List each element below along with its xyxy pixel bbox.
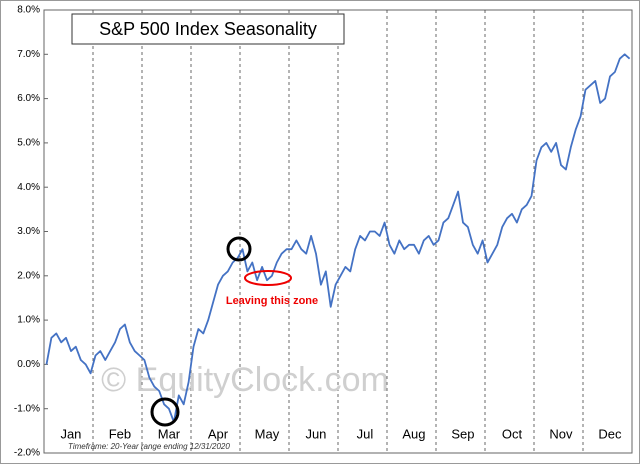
plot: -2.0% -1.0% 0.0% 1.0% 2.0% 3.0% 4.0% 5.0% 6.0% 7.…: [14, 5, 631, 459]
zone-ellipse: [244, 270, 292, 286]
x-tick-label: Jul: [357, 426, 374, 441]
y-tick-label: 7.0%: [17, 49, 40, 60]
y-tick-label: 2.0%: [17, 270, 40, 281]
x-tick-label: Mar: [158, 426, 181, 441]
x-tick-label: Sep: [451, 426, 474, 441]
x-tick-label: Jun: [305, 426, 326, 441]
y-tick-label: 8.0%: [17, 5, 40, 16]
x-tick-label: Apr: [208, 426, 229, 441]
y-tick-label: 5.0%: [17, 138, 40, 149]
y-tick-label: 4.0%: [17, 182, 40, 193]
month-grid: [92, 10, 584, 453]
x-tick-label: Jan: [60, 426, 81, 441]
x-tick-label: Aug: [402, 426, 425, 441]
x-tick-label: Dec: [598, 426, 622, 441]
zone-annotation: Leaving this zone: [226, 295, 318, 307]
y-tick-label: 0.0%: [17, 359, 40, 370]
y-tick-label: 3.0%: [17, 226, 40, 237]
x-tick-label: May: [255, 426, 280, 441]
x-tick-label: Oct: [502, 426, 523, 441]
y-tick-label: -2.0%: [14, 448, 40, 459]
chart-title: S&P 500 Index Seasonality: [99, 19, 317, 39]
y-tick-label: 6.0%: [17, 93, 40, 104]
y-tick-label: 1.0%: [17, 315, 40, 326]
highlight-circle: [150, 397, 180, 427]
x-tick-label: Nov: [549, 426, 573, 441]
x-tick-label: Feb: [109, 426, 131, 441]
series-line: [45, 53, 631, 423]
watermark: © EquityClock.com: [101, 361, 389, 399]
timeframe-note: Timeframe: 20-Year range ending 12/31/20…: [68, 442, 230, 451]
highlight-circle: [226, 236, 252, 262]
y-tick-label: -1.0%: [14, 403, 40, 414]
title-box: [71, 13, 345, 45]
